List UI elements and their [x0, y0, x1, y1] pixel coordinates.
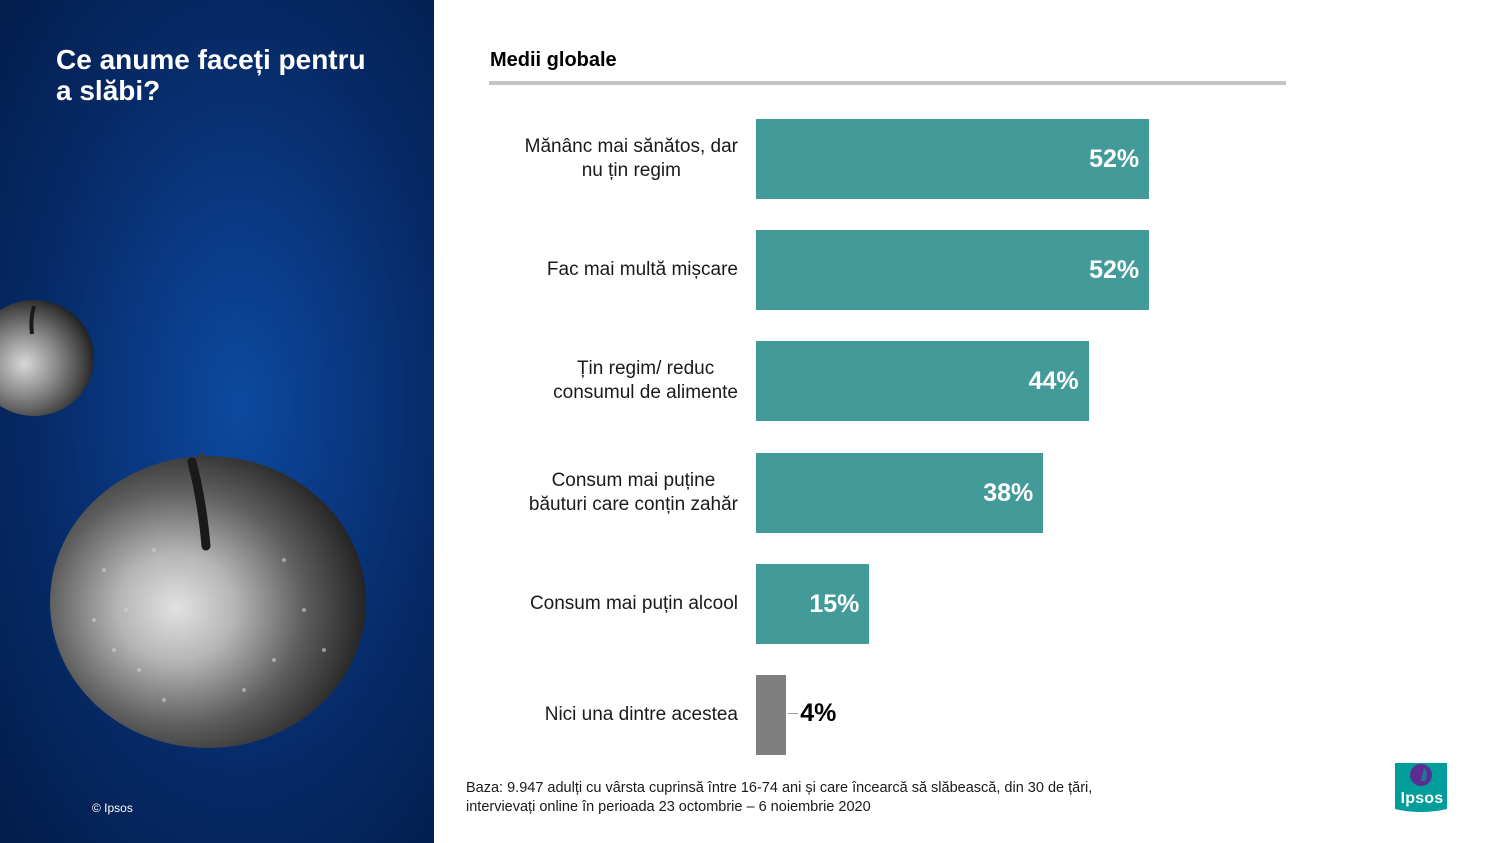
value-label: 15% — [809, 589, 860, 618]
section-divider — [489, 81, 1286, 85]
category-label-line: Nici una dintre acestea — [544, 704, 738, 725]
category-label: Fac mai multă mișcare — [468, 230, 738, 310]
category-label: Mănânc mai sănătos, dar nu țin regim — [468, 119, 738, 199]
page-title-line: a slăbi? — [56, 75, 161, 106]
category-label-line: Mănânc mai sănătos, dar — [524, 136, 738, 157]
value-label: 4% — [800, 699, 837, 727]
left-panel: Ce anume faceți pentru a slăbi? — [0, 0, 434, 843]
bar — [756, 563, 870, 644]
category-label-line: Țin regim/ reduc — [576, 358, 715, 380]
value-label: 44% — [1028, 367, 1079, 396]
page-title: Ce anume faceți pentru a slăbi? — [56, 44, 416, 106]
footnote: Baza: 9.947 adulți cu vârsta cuprinsă în… — [466, 779, 1092, 817]
category-label-line: Consum mai puține — [551, 469, 716, 491]
bar — [756, 675, 787, 755]
value-label: 52% — [1089, 145, 1140, 173]
bar — [756, 341, 1089, 422]
bar — [756, 119, 1150, 199]
bar — [756, 452, 1044, 533]
value-label: 52% — [1089, 256, 1140, 285]
value-leader-line — [788, 713, 799, 714]
page-title-line: Ce anume faceți pentru — [56, 44, 366, 75]
category-label: Consum mai puține băuturi care conțin zah… — [468, 453, 738, 533]
category-label: Consum mai puțin alcool — [468, 564, 738, 644]
category-label-line: Fac mai multă mișcare — [546, 259, 738, 281]
ipsos-logo-text: Ipsos — [1400, 790, 1444, 807]
category-label-line: Consum mai puțin alcool — [529, 592, 738, 614]
category-label: Nici una dintre acestea — [468, 675, 738, 755]
bar — [756, 230, 1150, 311]
footnote-line: Baza: 9.947 adulți cu vârsta cuprinsă în… — [466, 780, 1093, 796]
footnote-line: intervievați online în perioada 23 octom… — [466, 799, 871, 815]
ipsos-logo — [1391, 759, 1451, 815]
category-label: Țin regim/ reduc consumul de alimente — [468, 341, 738, 421]
category-label-line: consumul de alimente — [553, 382, 738, 404]
section-title: Medii globale — [490, 49, 617, 71]
copyright: © Ipsos — [92, 801, 133, 815]
apple-large-image — [50, 452, 366, 748]
apple-small-image — [0, 300, 94, 416]
value-label: 38% — [983, 478, 1034, 507]
category-label-line: nu țin regim — [581, 160, 681, 181]
category-label-line: băuturi care conțin zahăr — [528, 493, 738, 515]
